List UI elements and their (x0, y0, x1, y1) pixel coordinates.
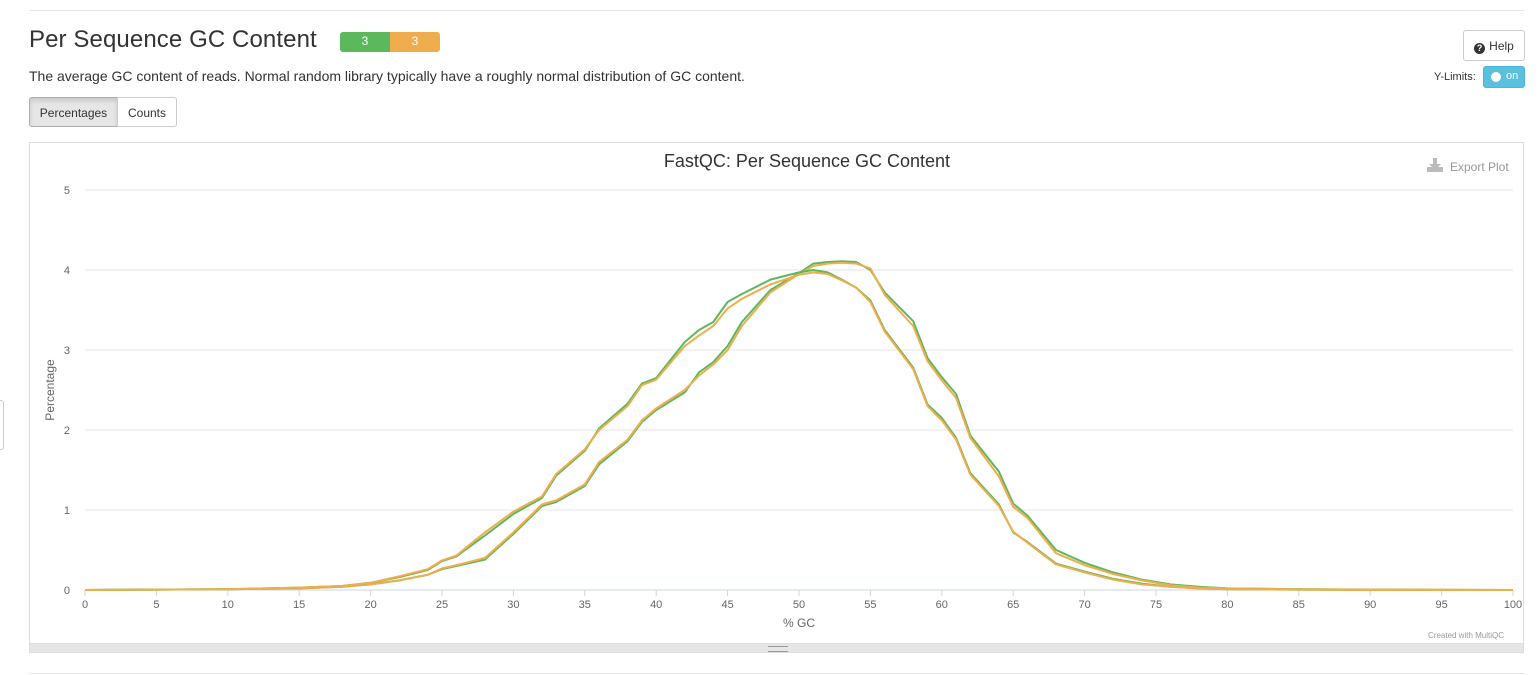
x-tick-label: 10 (222, 599, 234, 611)
x-tick-labels: 0 5 10 15 20 25 30 35 40 45 50 55 60 65 70 75 80 85 90 95 10… (82, 590, 1522, 611)
series-line-1[interactable] (84, 260, 1514, 591)
x-tick-label: 95 (1435, 599, 1447, 611)
x-tick-label: 60 (936, 599, 948, 611)
x-tick-label: 0 (82, 599, 88, 611)
x-tick-label: 40 (650, 599, 662, 611)
plot-resize-handle[interactable] (29, 643, 1524, 653)
y-tick-label: 4 (64, 265, 70, 277)
series-lines (84, 260, 1514, 591)
y-tick-label: 0 (64, 585, 70, 597)
x-tick-label: 5 (153, 599, 159, 611)
download-icon (1427, 158, 1443, 172)
y-tick-labels: 0 1 2 3 4 5 (64, 185, 70, 597)
question-icon: ? (1474, 43, 1486, 54)
y-tick-label: 2 (64, 425, 70, 437)
series-line-4[interactable] (84, 271, 1513, 591)
x-tick-label: 20 (364, 599, 376, 611)
status-pass-count[interactable]: 3 (340, 32, 390, 52)
x-tick-label: 55 (864, 599, 876, 611)
x-tick-label: 100 (1504, 599, 1522, 611)
x-tick-label: 15 (293, 599, 305, 611)
x-tick-label: 85 (1293, 599, 1305, 611)
x-tick-label: 50 (793, 599, 805, 611)
x-tick-label: 35 (579, 599, 591, 611)
credit-text: Created with MultiQC (1428, 631, 1505, 640)
section-description: The average GC content of reads. Normal … (29, 68, 745, 84)
ylimits-toggle[interactable]: on (1483, 66, 1525, 88)
x-axis-label: % GC (783, 616, 815, 630)
chart-title: FastQC: Per Sequence GC Content (664, 151, 950, 171)
x-tick-label: 30 (507, 599, 519, 611)
grip-icon (768, 646, 788, 652)
bottom-divider (29, 673, 1524, 674)
y-tick-label: 5 (64, 185, 70, 197)
series-line-2[interactable] (84, 261, 1514, 591)
x-tick-label: 70 (1078, 599, 1090, 611)
x-tick-label: 80 (1221, 599, 1233, 611)
toggle-label: on (1506, 70, 1519, 82)
x-tick-label: 75 (1150, 599, 1162, 611)
y-axis-label: Percentage (43, 359, 57, 421)
x-tick-label: 65 (1007, 599, 1019, 611)
toggle-knob (1491, 72, 1501, 82)
section-title: Per Sequence GC Content (29, 26, 317, 53)
status-bar[interactable]: 3 3 (340, 32, 440, 52)
help-button[interactable]: ? Help (1463, 30, 1525, 61)
help-label: Help (1489, 39, 1514, 53)
percentages-button[interactable]: Percentages (29, 97, 118, 127)
x-tick-label: 25 (436, 599, 448, 611)
side-toolbox-tab[interactable] (0, 400, 4, 450)
x-tick-label: 90 (1364, 599, 1376, 611)
y-tick-label: 1 (64, 505, 70, 517)
status-warn-count[interactable]: 3 (390, 32, 440, 52)
y-tick-label: 3 (64, 345, 70, 357)
export-plot-label: Export Plot (1450, 160, 1509, 174)
x-tick-label: 45 (721, 599, 733, 611)
ylimits-label: Y-Limits: (1434, 71, 1476, 83)
export-plot-button[interactable]: Export Plot (1426, 158, 1509, 174)
plot-container (29, 142, 1524, 644)
grid-lines (85, 189, 1513, 591)
counts-button[interactable]: Counts (117, 97, 177, 127)
top-divider (29, 10, 1524, 11)
